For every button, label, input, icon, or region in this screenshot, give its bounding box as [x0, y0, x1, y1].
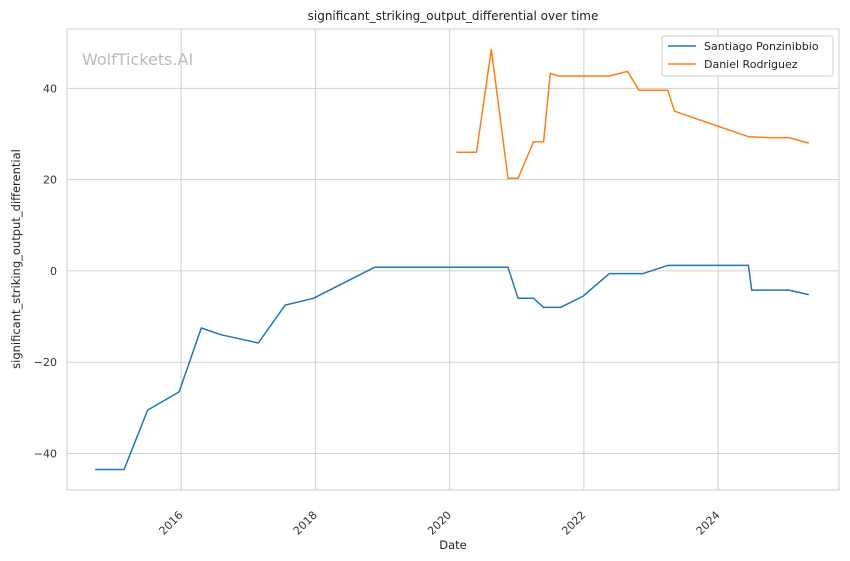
legend: Santiago Ponzinibbio Daniel Rodriguez [661, 35, 834, 77]
plot-area [66, 28, 840, 491]
x-tick-label: 2018 [291, 509, 320, 538]
series-layer [95, 48, 809, 471]
x-tick-label: 2020 [425, 509, 454, 538]
x-tick-label: 2024 [694, 509, 723, 538]
series-line-daniel-rodriguez [456, 48, 809, 180]
y-tick-labels: −40 −20 0 20 40 [34, 82, 57, 460]
x-tick-label: 2022 [559, 509, 588, 538]
x-gridlines [180, 29, 719, 490]
watermark: WolfTickets.AI [82, 50, 193, 69]
legend-box [661, 35, 834, 77]
legend-label-daniel-rodriguez: Daniel Rodriguez [704, 58, 798, 71]
legend-label-santiago-ponzinibbio: Santiago Ponzinibbio [704, 40, 819, 53]
x-tick-label: 2016 [157, 509, 186, 538]
series-line-santiago-ponzinibbio [95, 264, 809, 471]
y-tick-label: 0 [50, 265, 57, 278]
y-tick-label: −20 [34, 356, 57, 369]
y-tick-label: 40 [43, 82, 57, 95]
x-axis-label: Date [439, 538, 467, 552]
y-tick-label: 20 [43, 174, 57, 187]
y-axis-label: significant_striking_output_differential [9, 149, 23, 369]
x-tick-labels: 2016 2018 2020 2022 2024 [157, 509, 723, 538]
y-tick-label: −40 [34, 447, 57, 460]
chart-title: significant_striking_output_differential… [308, 9, 599, 23]
y-gridlines [67, 87, 839, 454]
